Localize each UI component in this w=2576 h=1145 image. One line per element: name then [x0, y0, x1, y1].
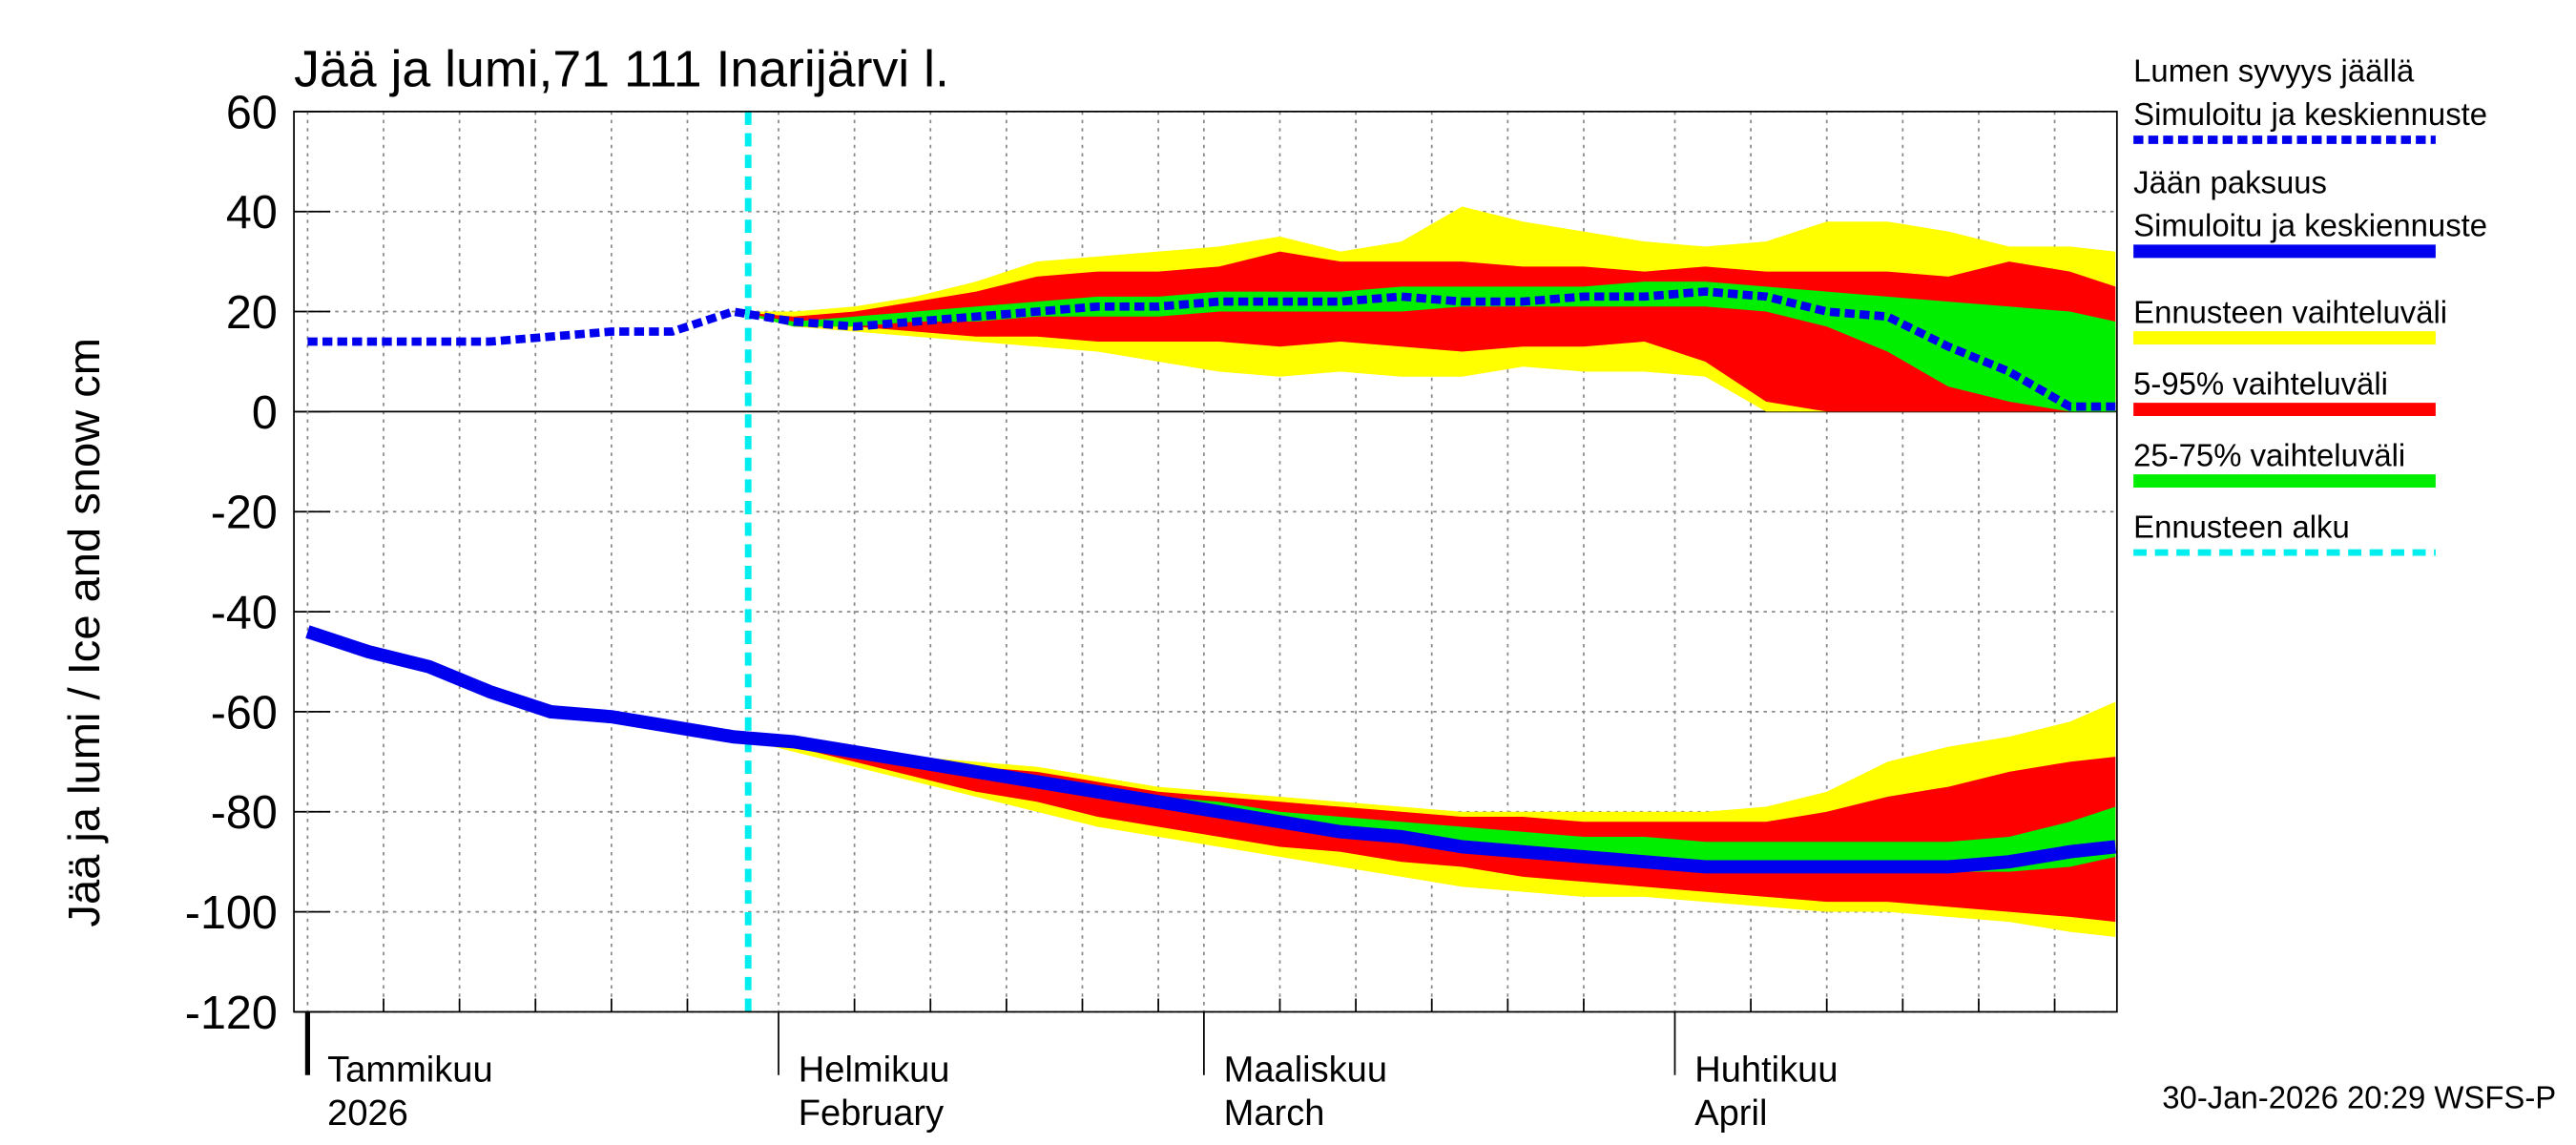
series-line [307, 287, 2116, 411]
y-tick-label: -100 [185, 887, 278, 939]
chart-title: Jää ja lumi,71 111 Inarijärvi l. [294, 41, 949, 98]
legend-sublabel: Simuloitu ja keskiennuste [2133, 96, 2487, 132]
band-area [733, 281, 2116, 412]
y-tick-label: 0 [252, 387, 278, 439]
y-tick-label: 20 [226, 287, 278, 339]
y-tick-label: -20 [211, 488, 278, 539]
x-tick-label: Huhtikuu [1694, 1050, 1838, 1091]
x-tick-sublabel: March [1224, 1093, 1325, 1134]
x-tick-label: Helmikuu [799, 1050, 950, 1091]
x-tick-sublabel: February [799, 1093, 945, 1134]
plot-frame [293, 110, 2118, 1013]
legend-label: Ennusteen alku [2133, 509, 2350, 544]
y-tick-label: -40 [211, 587, 278, 638]
series-line [305, 625, 2117, 874]
x-tick-label: Maaliskuu [1224, 1050, 1387, 1091]
footer: 30-Jan-2026 20:29 WSFS-P [2162, 1080, 2556, 1115]
x-tick-label: Tammikuu [327, 1050, 492, 1091]
legend-label: Lumen syvyys jäällä [2133, 52, 2415, 88]
y-tick-label: 60 [226, 87, 278, 138]
legend-label: 5-95% vaihteluväli [2133, 365, 2388, 401]
y-tick-label: 40 [226, 187, 278, 239]
x-tick-sublabel: 2026 [327, 1093, 408, 1134]
legend-sublabel: Simuloitu ja keskiennuste [2133, 208, 2487, 243]
y-tick-label: -60 [211, 687, 278, 739]
legend-label: 25-75% vaihteluväli [2133, 437, 2405, 472]
x-tick-sublabel: April [1694, 1093, 1767, 1134]
y-tick-label: -120 [185, 988, 278, 1039]
y-axis-label: Jää ja lumi / Ice and snow cm [59, 338, 109, 927]
y-tick-label: -80 [211, 787, 278, 839]
legend-label: Jään paksuus [2133, 164, 2327, 199]
legend-label: Ennusteen vaihteluväli [2133, 294, 2447, 329]
